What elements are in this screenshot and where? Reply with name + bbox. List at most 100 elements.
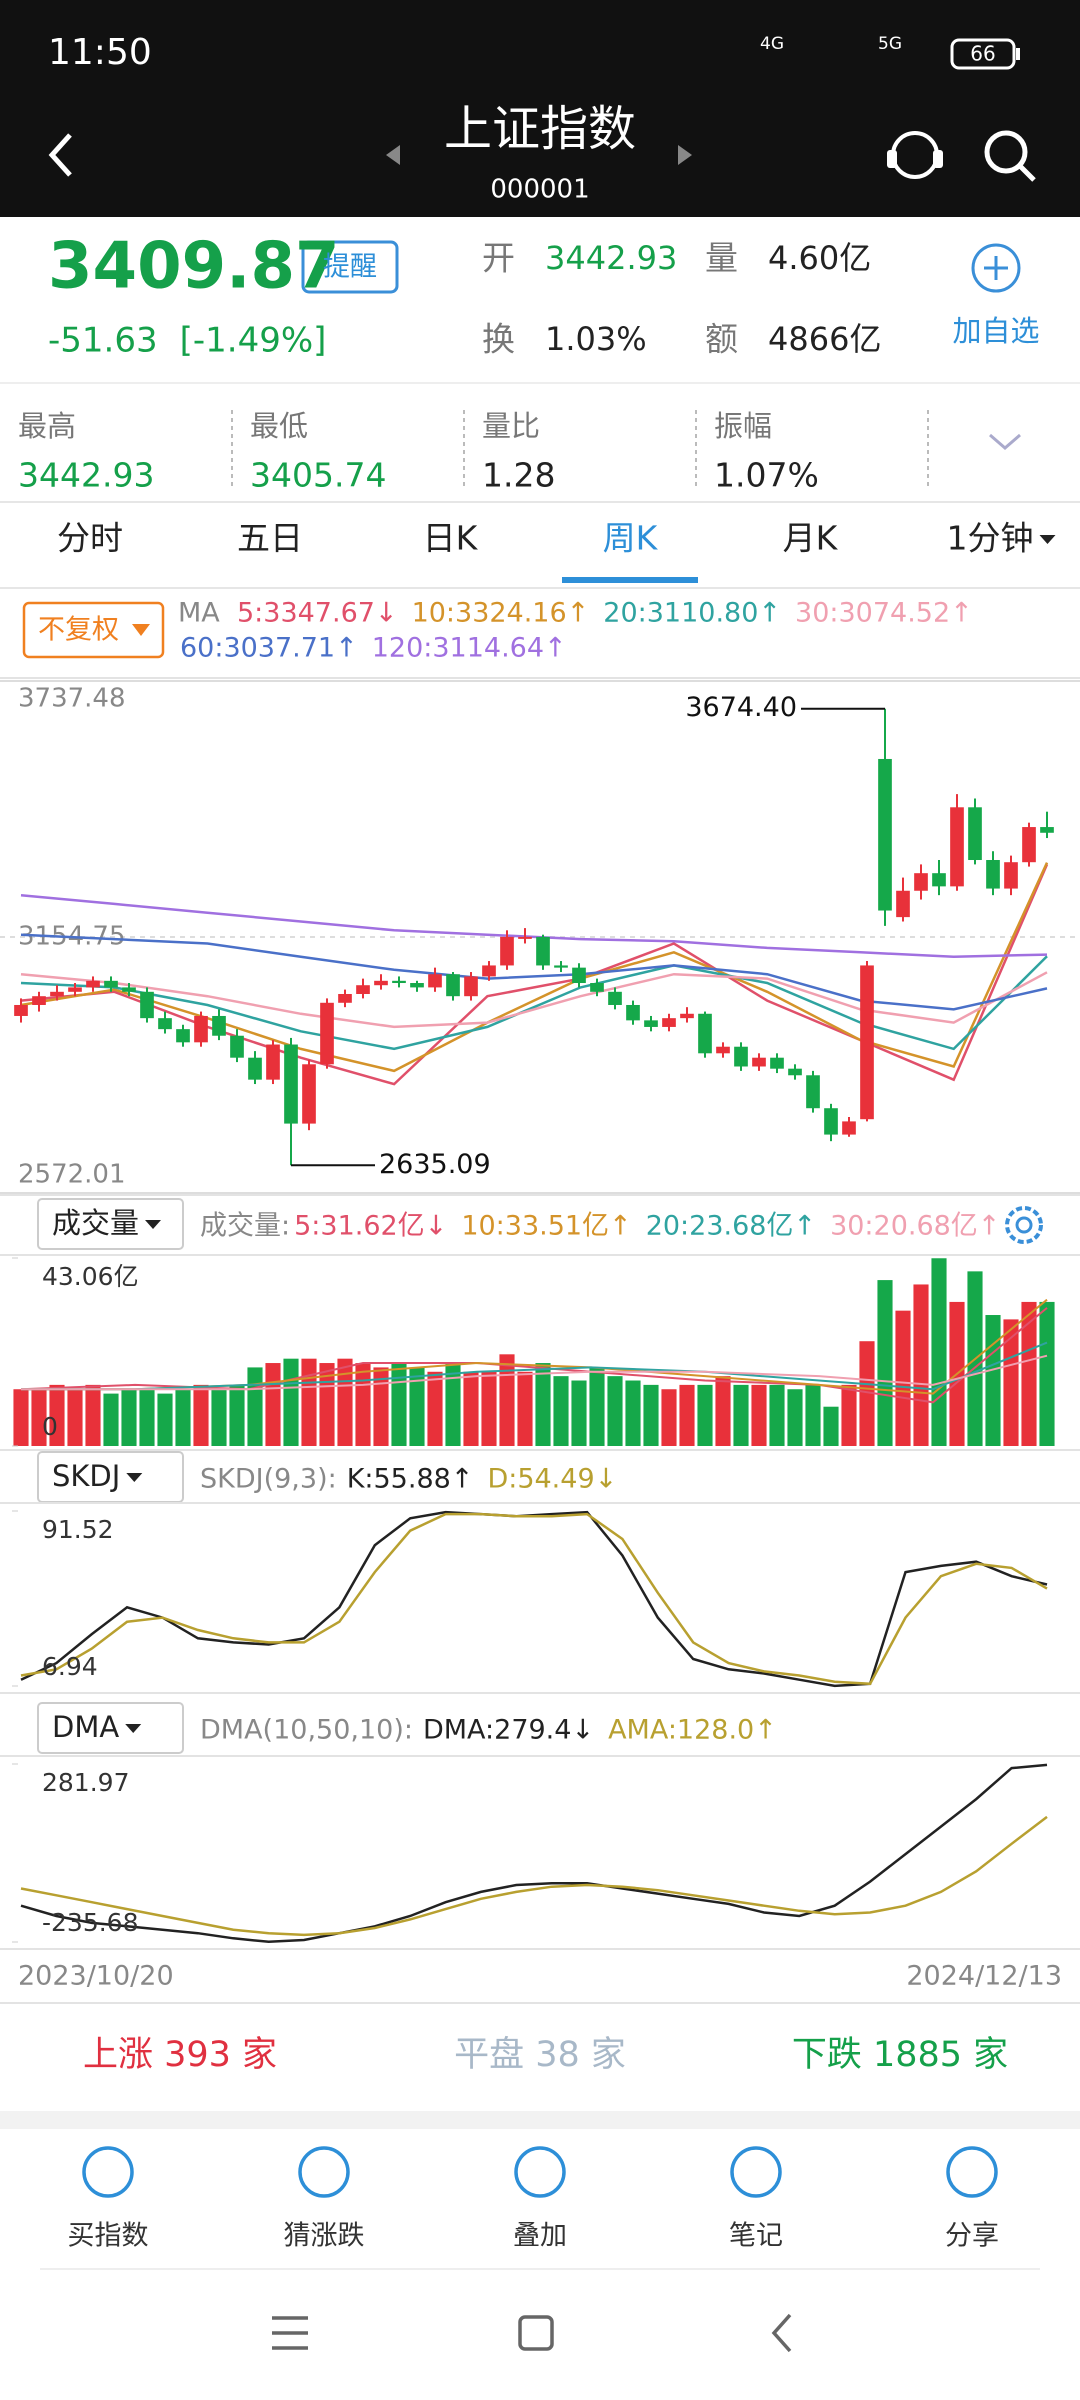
next-index[interactable] <box>678 145 692 165</box>
add-watch-label: 加自选 <box>952 314 1039 348</box>
toolbar-icon[interactable] <box>946 2146 998 2198</box>
toolbar-icon[interactable] <box>514 2146 566 2198</box>
volume-bar <box>157 1393 173 1446</box>
toolbar-label[interactable]: 分享 <box>945 2221 999 2252</box>
expand-button[interactable] <box>989 433 1021 450</box>
nav-bar[interactable] <box>272 2313 792 2353</box>
candle-body <box>860 965 874 1120</box>
volume-bar <box>1003 1319 1019 1446</box>
dropdown-arrow <box>132 624 150 636</box>
volume-bar <box>985 1315 1001 1446</box>
tab[interactable]: 五日 <box>237 519 303 558</box>
indicator-selector[interactable] <box>37 1198 184 1250</box>
volume-ma-line <box>21 1298 1048 1395</box>
service-icon[interactable] <box>887 131 943 179</box>
candle-body <box>1022 827 1036 863</box>
legend-entry: D:54.49↓ <box>487 1464 617 1495</box>
rise-count: 上涨 393 家 <box>83 2035 277 2075</box>
summary-label: 量比 <box>482 409 540 443</box>
volume-bar <box>535 1363 551 1446</box>
header-bg <box>0 0 1080 217</box>
volume-bar <box>1021 1301 1037 1446</box>
y-tick-label: 91.52 <box>42 1515 114 1544</box>
indicator-selector[interactable] <box>37 1702 184 1754</box>
tab[interactable]: 分时 <box>57 519 123 558</box>
summary-value: 3442.93 <box>18 456 154 495</box>
volume-bar <box>877 1280 893 1446</box>
toolbar-label[interactable]: 笔记 <box>729 2221 783 2252</box>
toolbar-label[interactable]: 叠加 <box>513 2221 567 2252</box>
candle-body <box>770 1057 784 1069</box>
volume-bar <box>643 1384 659 1446</box>
volume-bar <box>391 1363 407 1446</box>
candle-body <box>230 1035 244 1058</box>
prev-index[interactable] <box>386 145 400 165</box>
candle-body <box>608 991 622 1005</box>
summary-label: 振幅 <box>714 409 772 443</box>
dropdown-arrow <box>125 1724 142 1733</box>
page-title: 上证指数 <box>444 101 636 157</box>
volume-bar <box>499 1354 515 1446</box>
add-watch-icon[interactable] <box>971 243 1021 293</box>
candle-body <box>464 976 478 997</box>
toolbar-icon[interactable] <box>730 2146 782 2198</box>
back-button[interactable] <box>48 133 72 177</box>
ma-line <box>20 955 1048 1051</box>
volume-bar <box>625 1380 641 1446</box>
settings-icon[interactable] <box>1005 1206 1043 1244</box>
network: 4G <box>760 34 784 54</box>
volume-bar <box>337 1358 353 1446</box>
candle-body <box>212 1015 226 1036</box>
adjust-label: 不复权 <box>38 615 119 646</box>
y-tick-label: 0 <box>42 1412 58 1441</box>
y-tick-label: 3737.48 <box>18 684 126 714</box>
candle-body <box>392 980 406 984</box>
volume-bar <box>859 1341 875 1446</box>
indicator-line <box>20 1815 1048 1937</box>
ma-line <box>20 893 1048 958</box>
annotation-label: 3674.40 <box>685 692 797 723</box>
stat-value: 3442.93 <box>545 239 677 277</box>
volume-ma-line <box>21 1341 1048 1391</box>
candle-body <box>428 974 442 988</box>
candle-body <box>626 1004 640 1021</box>
tab[interactable]: 1分钟 <box>947 519 1034 558</box>
candle-body <box>824 1108 838 1135</box>
stat-value: 4.60亿 <box>768 239 871 277</box>
y-tick-label: 43.06亿 <box>42 1262 139 1291</box>
tab[interactable]: 月K <box>783 519 839 558</box>
candle-body <box>734 1046 748 1067</box>
volume-bar <box>823 1406 839 1446</box>
toolbar-icon[interactable] <box>298 2146 350 2198</box>
candle-body <box>50 991 64 997</box>
volume-bar <box>841 1384 857 1446</box>
legend-entry: 60:3037.71↑ <box>180 633 358 664</box>
volume-bar <box>103 1393 119 1446</box>
volume-bar <box>301 1358 317 1446</box>
ma-line <box>20 933 1048 1011</box>
candle-body <box>14 1004 28 1016</box>
candle-body <box>788 1068 802 1076</box>
summary-label: 最高 <box>18 409 76 443</box>
toolbar-label[interactable]: 猜涨跌 <box>284 2221 365 2252</box>
remind-button[interactable] <box>301 240 399 294</box>
toolbar-label[interactable]: 买指数 <box>68 2221 149 2252</box>
legend-entry: 5:31.62亿↓ <box>294 1211 447 1242</box>
candle-body <box>644 1020 658 1027</box>
adjust-button[interactable] <box>22 601 165 659</box>
tab[interactable]: 周K <box>603 519 659 558</box>
remind-label: 提醒 <box>323 252 377 283</box>
selector-label: SKDJ <box>52 1459 120 1493</box>
legend-entry: AMA:128.0↑ <box>608 1715 777 1746</box>
candle-body <box>680 1013 694 1019</box>
volume-bar <box>229 1384 245 1446</box>
volume-bar <box>445 1363 461 1446</box>
y-tick-label: -235.68 <box>42 1908 139 1937</box>
volume-bar <box>211 1389 227 1446</box>
summary-value: 1.07% <box>714 456 819 495</box>
volume-bar <box>355 1363 371 1446</box>
toolbar-icon[interactable] <box>82 2146 134 2198</box>
search-icon[interactable] <box>984 130 1036 182</box>
candle-body <box>32 996 46 1005</box>
tab[interactable]: 日K <box>423 519 479 558</box>
